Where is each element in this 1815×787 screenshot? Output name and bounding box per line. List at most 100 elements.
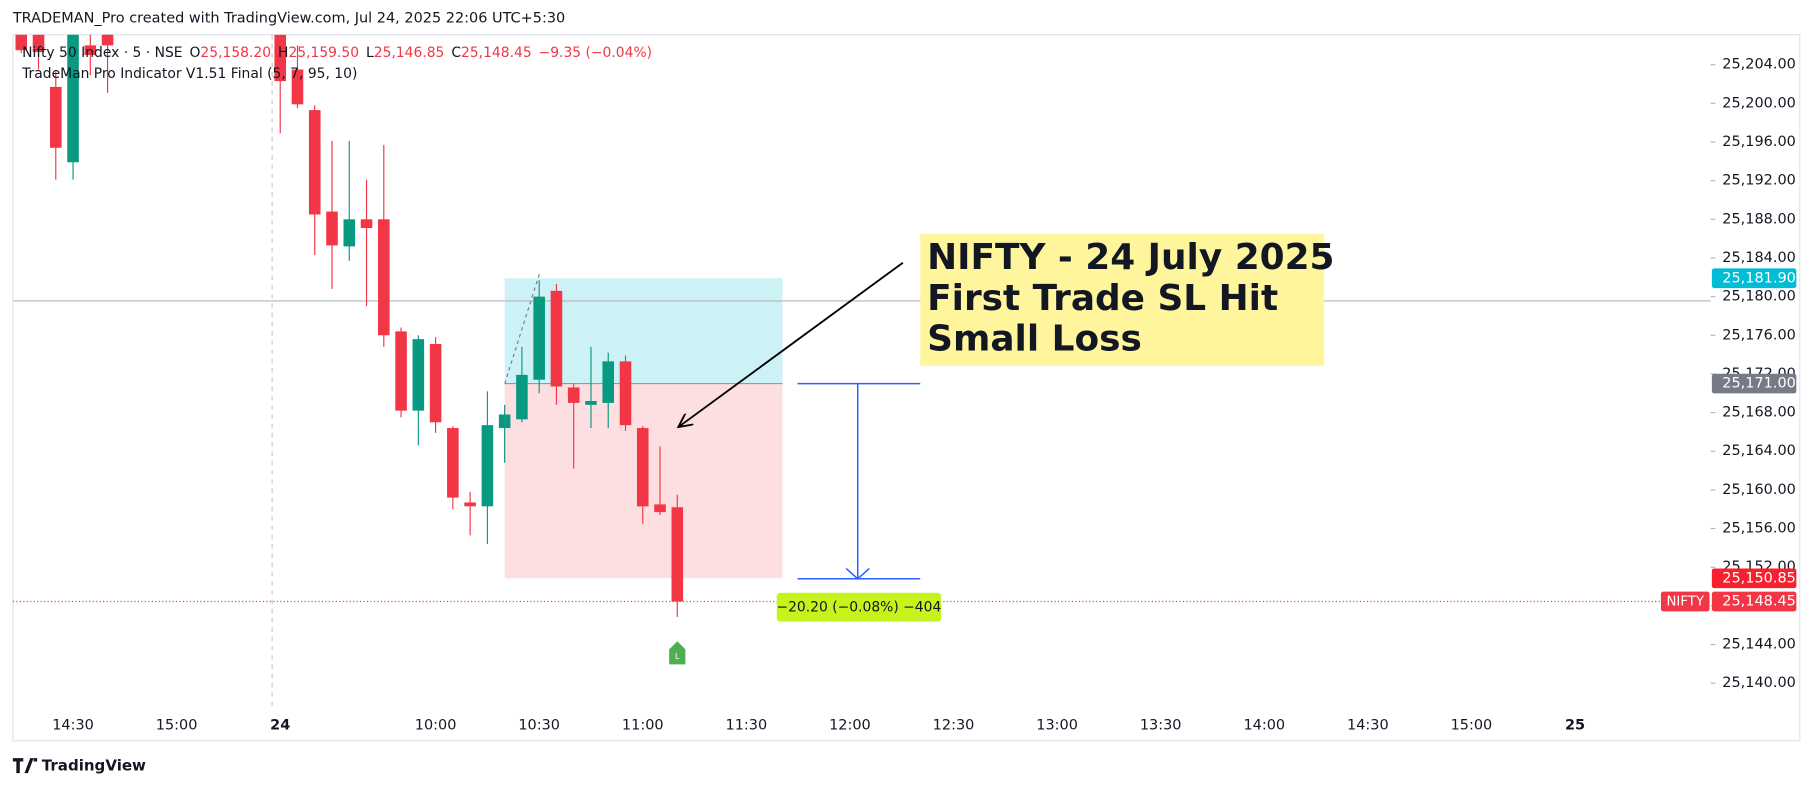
candle-body [343,219,356,247]
candle-body [636,428,649,507]
candle-body [49,86,62,148]
annotation-line: Small Loss [927,318,1142,359]
candle-body [464,502,476,507]
candle-body [567,387,580,403]
annotation-line: NIFTY - 24 July 2025 [927,237,1334,278]
candle-body [291,69,304,105]
legend-key: O [190,45,201,61]
candle-body [274,34,287,82]
x-tick-label: 10:00 [415,718,457,734]
position-target-zone [504,278,783,384]
price-label: 25,181.90 [1722,270,1796,286]
legend-change: −9.35 (−0.04%) [539,45,652,61]
legend-value: 25,148.45 [461,45,532,61]
legend-value: 25,159.50 [288,45,359,61]
y-tick-label: 25,168.00 [1722,405,1796,421]
y-tick-label: 25,184.00 [1722,250,1796,266]
x-tick-label: 11:00 [622,718,664,734]
candle-body [67,34,79,163]
x-tick-label: 14:30 [1347,718,1389,734]
candle-body [429,343,442,423]
price-label-box [1711,568,1797,589]
y-tick-label: 25,176.00 [1722,327,1796,343]
symbol-tag-box [1660,591,1710,612]
footer-brand: TradingView [42,757,146,775]
candle-body [654,504,666,513]
candle-body [585,400,597,405]
candle-body [533,296,545,380]
candle-body [550,290,563,387]
annotation-line: First Trade SL Hit [927,278,1278,319]
entry-path [504,273,541,384]
x-tick-label: 25 [1565,718,1585,734]
y-tick-label: 25,180.00 [1722,289,1796,305]
plot-layer [12,34,1711,617]
overlay-layer: L −20.20 (−0.08%) −404 NIFTY - 24 July 202… [669,233,1797,665]
x-tick-label: 14:00 [1243,718,1285,734]
indicator-name: TradeMan Pro Indicator V1.51 Final (5, 7… [21,66,357,82]
legend-line: Nifty 50 Index · 5 · NSE O25,158.20 H25,15… [22,45,652,61]
header-text: TRADEMAN_Pro created with TradingView.co… [12,11,565,27]
signal-flag [669,641,686,665]
symbol: Nifty 50 Index · 5 · NSE [22,45,182,61]
legend-value: 25,146.85 [374,45,445,61]
x-tick-label: 13:00 [1036,718,1078,734]
y-tick-label: 25,204.00 [1722,57,1796,73]
candle-body [498,414,511,429]
annotation-box [920,233,1325,366]
y-tick-label: 25,188.00 [1722,211,1796,227]
candle-body [360,219,373,229]
legend-key: H [278,45,288,61]
candle-body [84,45,97,56]
legend-key: L [366,45,374,61]
last-price-label: 25,148.45 [1722,594,1796,610]
x-tick-label: 14:30 [52,718,94,734]
x-tick-label: 10:30 [518,718,560,734]
candle-body [447,428,459,498]
measure-label: −20.20 (−0.08%) −404 [776,600,941,616]
candle-body [671,507,684,602]
price-label-box [1711,373,1797,394]
y-tick-label: 25,196.00 [1722,134,1796,150]
candle-body [481,425,494,507]
candle-body [15,34,28,51]
y-tick-label: 25,160.00 [1722,482,1796,498]
x-tick-label: 11:30 [726,718,768,734]
y-tick-label: 25,156.00 [1722,521,1796,537]
candle-body [395,331,407,411]
candle-body [308,110,321,215]
candle-body [101,34,114,46]
x-tick-label: 15:00 [156,718,198,734]
x-tick-label: 12:00 [829,718,871,734]
candle-body [32,34,45,53]
last-price-box [1711,591,1797,612]
candle-body [602,361,615,403]
y-tick-label: 25,192.00 [1722,173,1796,189]
x-tick-label: 15:00 [1451,718,1493,734]
legend-fields: O25,158.20 H25,159.50 L25,146.85 C25,148.45… [190,45,653,61]
candle-body [516,374,528,420]
price-label-box [1711,268,1797,289]
signal-label: L [675,651,680,661]
legend-key: C [451,45,461,61]
candle-body [378,219,390,336]
candle-body [326,211,338,246]
candle-body [619,361,632,426]
y-tick-label: 25,200.00 [1722,95,1796,111]
symbol-tag: NIFTY [1666,595,1704,610]
annotation-arrow [678,261,904,427]
x-tick-label: 12:30 [933,718,975,734]
price-label: 25,150.85 [1722,570,1796,586]
y-tick-label: 25,140.00 [1722,675,1796,691]
footer-logo [12,758,38,774]
chart-frame [12,34,1801,742]
measure-arrow [845,567,870,580]
measure-label-box [776,592,942,622]
y-tick-label: 25,164.00 [1722,443,1796,459]
x-tick-label: 24 [270,718,290,734]
candle-body [412,339,425,411]
x-tick-label: 13:30 [1140,718,1182,734]
